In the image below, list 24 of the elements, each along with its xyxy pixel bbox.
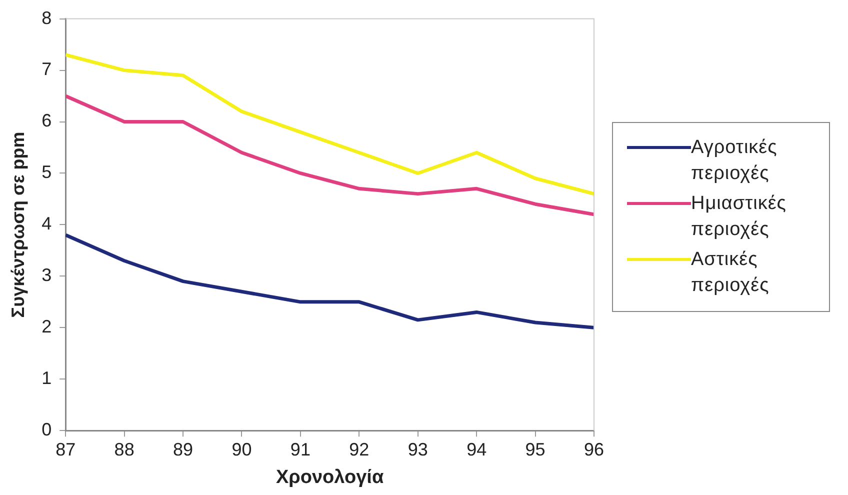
x-tick-label: 95 <box>525 439 546 460</box>
x-tick-label: 89 <box>173 439 194 460</box>
x-axis-title: Χρονολογία <box>276 466 384 488</box>
y-tick-label: 2 <box>42 316 52 337</box>
y-tick-label: 7 <box>42 59 52 80</box>
x-tick-label: 96 <box>584 439 604 460</box>
y-tick-label: 4 <box>42 214 52 234</box>
y-tick-label: 6 <box>42 110 52 131</box>
y-axis-title: Συγκέντρωση σε ppm <box>8 132 28 318</box>
y-tick-label: 5 <box>42 162 52 182</box>
x-tick-label: 87 <box>56 439 76 460</box>
y-tick-label: 1 <box>42 368 52 388</box>
x-tick-label: 90 <box>232 439 252 460</box>
y-tick-label: 8 <box>42 8 52 28</box>
y-tick-label: 0 <box>42 420 52 440</box>
legend-label: Ημιαστικές περιοχές <box>691 192 788 242</box>
x-tick-label: 91 <box>290 439 310 460</box>
legend-label: Αστικές περιοχές <box>691 248 770 298</box>
legend-label: Αγροτικές περιοχές <box>691 136 778 186</box>
x-tick-label: 92 <box>349 439 370 460</box>
x-tick-label: 88 <box>114 439 134 460</box>
y-tick-label: 3 <box>42 265 52 286</box>
x-tick-label: 94 <box>466 439 487 460</box>
x-tick-label: 93 <box>408 439 428 460</box>
